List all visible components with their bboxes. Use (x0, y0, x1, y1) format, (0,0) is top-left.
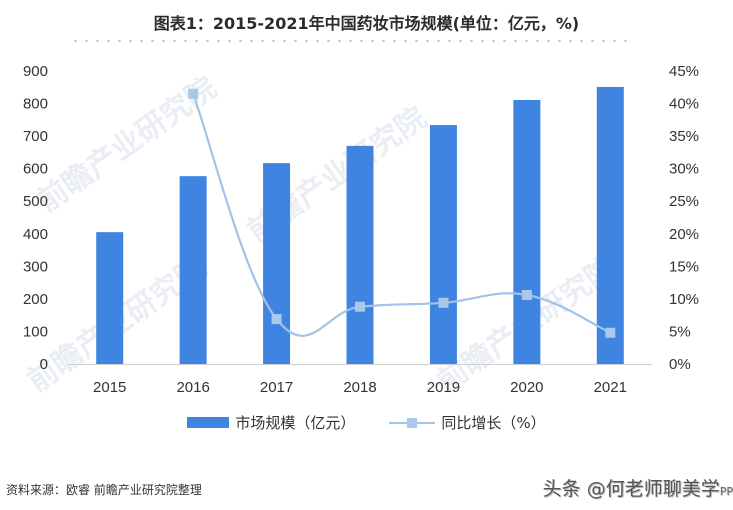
y-left-tick: 700 (23, 128, 48, 145)
growth-marker-2019[interactable] (438, 297, 449, 308)
legend-item-market-size[interactable]: 市场规模（亿元） (187, 412, 355, 433)
x-tick: 2016 (176, 379, 209, 396)
y-left-tick: 300 (23, 258, 48, 275)
chart-title: 图表1：2015-2021年中国药妆市场规模(单位：亿元，%) (153, 14, 580, 33)
bar-2017[interactable] (263, 163, 291, 364)
x-tick: 2021 (594, 379, 627, 396)
growth-marker-2018[interactable] (355, 301, 365, 312)
y-left-tick: 900 (23, 63, 48, 80)
y-right-tick: 40% (669, 96, 699, 113)
y-right-tick: 30% (669, 161, 699, 178)
y-left-tick: 400 (23, 226, 48, 243)
bar-2016[interactable] (179, 176, 207, 364)
growth-marker-2017[interactable] (271, 314, 282, 325)
combo-chart: 0 100 200 300 400 500 600 700 800 900 0% 5% 10% 15% 20… (23, 63, 699, 396)
growth-line (192, 93, 611, 337)
y-right-tick: 10% (669, 291, 699, 308)
y-right-tick: 35% (669, 128, 699, 145)
growth-marker-2016[interactable] (188, 88, 199, 99)
x-tick: 2018 (343, 379, 376, 396)
x-tick: 2015 (93, 379, 126, 396)
watermark-tail: PP (719, 485, 733, 498)
y-right-tick: 15% (669, 258, 699, 275)
source-note: 资料来源：欧睿 前瞻产业研究院整理 (6, 483, 202, 497)
y-left-tick: 600 (23, 161, 48, 178)
bar-2015[interactable] (96, 232, 124, 364)
growth-marker-2021[interactable] (605, 327, 616, 338)
x-tick: 2017 (260, 379, 293, 396)
legend-label-yoy-growth: 同比增长（%） (441, 414, 546, 432)
legend-label-market-size: 市场规模（亿元） (235, 414, 356, 432)
y-right-tick: 5% (669, 323, 691, 340)
legend-item-yoy-growth[interactable]: 同比增长（%） (389, 412, 546, 433)
y-left-tick: 800 (23, 96, 48, 113)
bar-swatch-icon (187, 417, 230, 428)
y-right-tick: 45% (669, 63, 699, 80)
growth-marker-2020[interactable] (521, 289, 532, 300)
y-right-tick: 20% (669, 226, 699, 243)
y-right-tick: 25% (669, 193, 699, 210)
bar-2021[interactable] (596, 86, 624, 365)
toutiao-watermark: 头条 @何老师聊美学PP (543, 474, 733, 501)
bar-2019[interactable] (429, 125, 457, 364)
y-left-tick: 200 (23, 291, 48, 308)
y-left-tick: 100 (23, 323, 48, 340)
cropped-subtitle-artifact (70, 38, 630, 44)
x-tick: 2020 (510, 379, 543, 396)
chart-legend: 市场规模（亿元） 同比增长（%） (0, 412, 733, 433)
y-left-tick: 500 (23, 193, 48, 210)
line-marker-swatch-icon (389, 417, 436, 429)
bar-2018[interactable] (346, 145, 374, 364)
y-left-tick: 0 (40, 356, 48, 373)
watermark-text: 头条 @何老师聊美学 (542, 478, 720, 500)
x-tick: 2019 (427, 379, 460, 396)
y-right-tick: 0% (669, 356, 691, 373)
bar-2020[interactable] (513, 99, 541, 365)
